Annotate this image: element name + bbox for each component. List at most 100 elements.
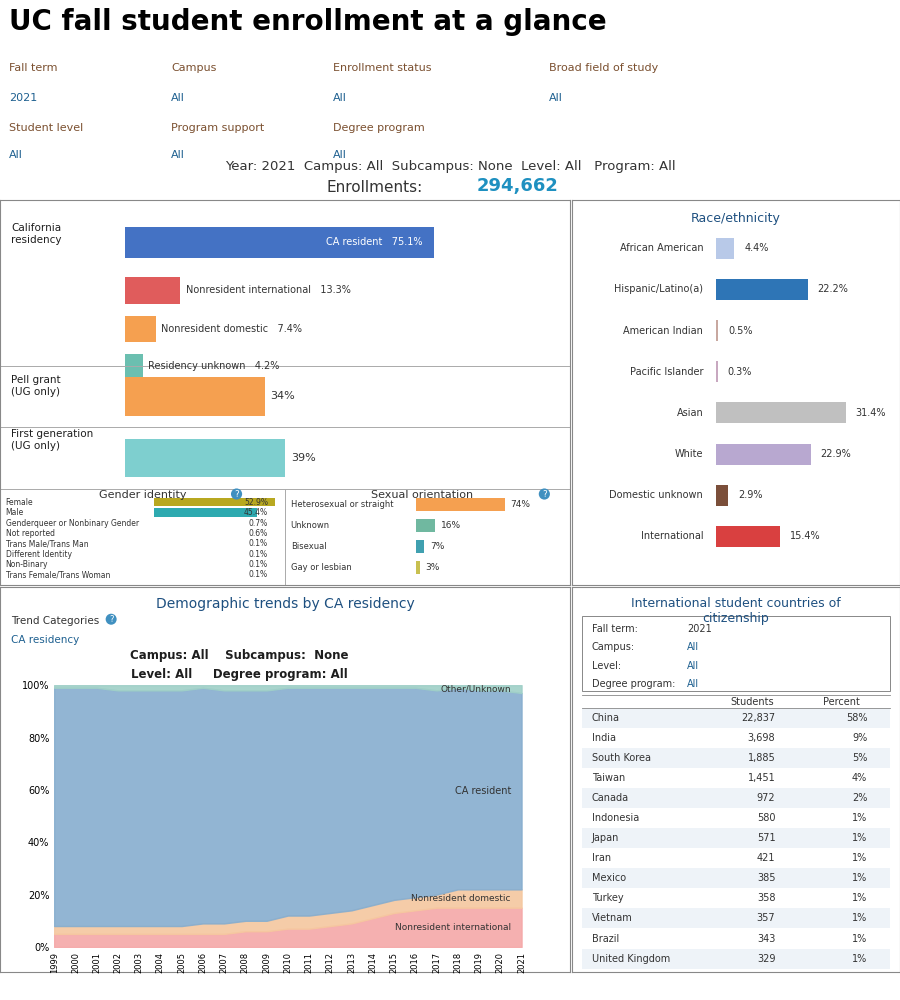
FancyBboxPatch shape (416, 519, 436, 532)
Text: Sexual orientation: Sexual orientation (371, 490, 472, 500)
Text: Nonresident domestic   7.4%: Nonresident domestic 7.4% (161, 324, 302, 334)
Text: 3%: 3% (426, 563, 440, 572)
Text: Hispanic/Latino(a): Hispanic/Latino(a) (614, 284, 703, 294)
Text: Genderqueer or Nonbinary Gender: Genderqueer or Nonbinary Gender (5, 519, 139, 528)
Text: 22.2%: 22.2% (818, 284, 849, 294)
Text: 4%: 4% (852, 773, 868, 783)
Text: 0.3%: 0.3% (727, 367, 752, 377)
Text: White: White (675, 449, 703, 459)
Text: African American: African American (619, 243, 703, 253)
Text: China: China (591, 713, 620, 723)
FancyBboxPatch shape (581, 808, 890, 828)
FancyBboxPatch shape (716, 320, 718, 341)
Text: United Kingdom: United Kingdom (591, 954, 670, 964)
Text: Degree program:: Degree program: (591, 679, 675, 689)
Text: All: All (171, 93, 184, 103)
Text: Percent: Percent (823, 697, 860, 707)
Text: All: All (687, 661, 699, 671)
Text: ?: ? (109, 615, 113, 624)
FancyBboxPatch shape (125, 316, 156, 342)
Text: India: India (591, 733, 616, 743)
Text: Non-Binary: Non-Binary (5, 560, 49, 569)
FancyBboxPatch shape (716, 238, 734, 259)
Text: 39%: 39% (292, 453, 316, 463)
Text: ?: ? (234, 490, 238, 499)
Text: Mexico: Mexico (591, 873, 626, 883)
Text: Unknown: Unknown (291, 521, 329, 530)
Text: Bisexual: Bisexual (291, 542, 327, 551)
Text: American Indian: American Indian (624, 326, 703, 336)
Text: 45.4%: 45.4% (244, 508, 268, 517)
Text: 2021: 2021 (9, 93, 37, 103)
Text: 2.9%: 2.9% (738, 490, 762, 500)
Text: Brazil: Brazil (591, 934, 619, 944)
Text: 0.6%: 0.6% (248, 529, 268, 538)
Text: Trend Categories: Trend Categories (12, 616, 100, 626)
FancyBboxPatch shape (716, 526, 779, 547)
Text: 357: 357 (757, 913, 776, 923)
Text: South Korea: South Korea (591, 753, 651, 763)
Text: Pacific Islander: Pacific Islander (630, 367, 703, 377)
FancyBboxPatch shape (581, 748, 890, 768)
Text: 0.7%: 0.7% (248, 519, 268, 528)
Text: 294,662: 294,662 (477, 177, 559, 195)
Text: Nonresident domestic: Nonresident domestic (411, 894, 511, 903)
Text: Gay or lesbian: Gay or lesbian (291, 563, 351, 572)
Text: 0.1%: 0.1% (248, 560, 268, 569)
Text: Trans Male/Trans Man: Trans Male/Trans Man (5, 539, 88, 548)
Text: All: All (687, 679, 699, 689)
FancyBboxPatch shape (581, 768, 890, 788)
Text: CA residency: CA residency (12, 635, 80, 645)
Text: Indonesia: Indonesia (591, 813, 639, 823)
Text: Degree program: Degree program (333, 123, 425, 133)
Text: 1%: 1% (852, 954, 868, 964)
Text: Taiwan: Taiwan (591, 773, 625, 783)
Text: Nonresident international   13.3%: Nonresident international 13.3% (185, 285, 351, 295)
FancyBboxPatch shape (581, 708, 890, 728)
Text: Student level: Student level (9, 123, 83, 133)
Text: All: All (549, 93, 562, 103)
Text: Pell grant
(UG only): Pell grant (UG only) (12, 375, 61, 397)
FancyBboxPatch shape (125, 377, 265, 416)
FancyBboxPatch shape (581, 908, 890, 928)
Text: 571: 571 (757, 833, 776, 843)
Text: All: All (333, 150, 346, 160)
Text: 31.4%: 31.4% (856, 408, 886, 418)
Text: All: All (333, 93, 346, 103)
Text: UC fall student enrollment at a glance: UC fall student enrollment at a glance (9, 7, 607, 35)
Text: 1%: 1% (852, 853, 868, 863)
Text: 0.1%: 0.1% (248, 539, 268, 548)
Text: International: International (641, 531, 703, 541)
FancyBboxPatch shape (581, 616, 890, 691)
Text: Demographic trends by CA residency: Demographic trends by CA residency (156, 597, 414, 611)
FancyBboxPatch shape (125, 439, 285, 477)
Text: 580: 580 (757, 813, 776, 823)
Text: Fall term: Fall term (9, 63, 58, 73)
Text: 1%: 1% (852, 934, 868, 944)
Text: CA resident: CA resident (454, 786, 511, 796)
Text: ?: ? (542, 490, 546, 499)
Text: 1%: 1% (852, 893, 868, 903)
FancyBboxPatch shape (716, 402, 846, 423)
FancyBboxPatch shape (416, 498, 505, 511)
Text: International student countries of
citizenship: International student countries of citiz… (631, 597, 841, 625)
FancyBboxPatch shape (716, 444, 811, 465)
Text: Level: All     Degree program: All: Level: All Degree program: All (131, 668, 347, 681)
Text: 22.9%: 22.9% (821, 449, 851, 459)
Text: Canada: Canada (591, 793, 629, 803)
Text: 343: 343 (757, 934, 776, 944)
Text: Campus: Campus (171, 63, 216, 73)
FancyBboxPatch shape (125, 354, 142, 377)
FancyBboxPatch shape (416, 561, 419, 574)
Text: 5%: 5% (851, 753, 868, 763)
Text: Not reported: Not reported (5, 529, 55, 538)
Text: Iran: Iran (591, 853, 611, 863)
FancyBboxPatch shape (581, 868, 890, 888)
Text: Different Identity: Different Identity (5, 550, 72, 559)
Text: Nonresident international: Nonresident international (395, 923, 511, 932)
Text: 1%: 1% (852, 873, 868, 883)
Text: All: All (9, 150, 22, 160)
Text: 2%: 2% (851, 793, 868, 803)
FancyBboxPatch shape (581, 928, 890, 949)
Text: Turkey: Turkey (591, 893, 624, 903)
